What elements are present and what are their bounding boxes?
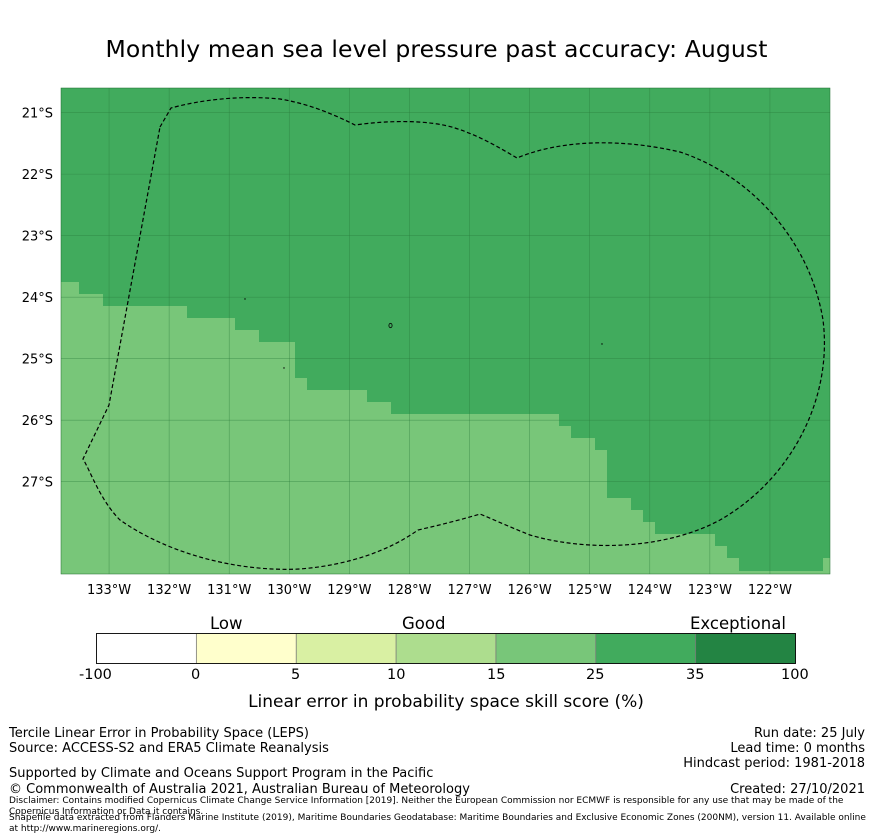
colorbar-tick-label: 100	[781, 667, 809, 683]
colorbar-tick-label: 35	[686, 667, 705, 683]
footer-disclaimer: Disclaimer: Contains modified Copernicus…	[9, 796, 844, 817]
latitude-tick-label: 22°S	[22, 168, 53, 183]
footer-lead-time: Lead time: 0 months	[730, 741, 865, 756]
colorbar-segment	[695, 633, 796, 664]
colorbar-tick-label: 25	[586, 667, 605, 683]
colorbar-segment	[196, 633, 297, 664]
latitude-tick-label: 21°S	[22, 107, 53, 122]
longitude-tick-labels: 133°W 132°W 131°W 130°W 129°W 128°W 127°W 126°W…	[87, 583, 792, 598]
colorbar	[96, 633, 796, 664]
longitude-tick-label: 133°W	[87, 583, 131, 598]
footer-source: Source: ACCESS-S2 and ERA5 Climate Reana…	[9, 741, 329, 756]
eez-boundary	[82, 97, 825, 570]
longitude-tick-label: 128°W	[387, 583, 431, 598]
map-frame	[60, 87, 831, 575]
longitude-tick-label: 124°W	[628, 583, 672, 598]
longitude-tick-label: 125°W	[568, 583, 612, 598]
colorbar-segment	[296, 633, 397, 664]
colorbar-tick-label: 15	[487, 667, 506, 683]
footer-shapefile: Shapefile data extracted from Flanders M…	[9, 813, 866, 834]
colorbar-tick-label: 5	[291, 667, 301, 683]
chart-title: Monthly mean sea level pressure past acc…	[105, 35, 768, 63]
footer-hindcast: Hindcast period: 1981-2018	[683, 756, 865, 771]
latitude-tick-label: 27°S	[22, 476, 53, 491]
colorbar-segment	[96, 633, 197, 664]
colorbar-segment	[495, 633, 596, 664]
legend-heading-exceptional: Exceptional	[690, 614, 786, 633]
island-marker	[283, 367, 285, 369]
latitude-tick-label: 26°S	[22, 414, 53, 429]
colorbar-segment	[595, 633, 696, 664]
footer-run-date: Run date: 25 July	[754, 726, 865, 741]
longitude-tick-label: 127°W	[447, 583, 491, 598]
longitude-tick-label: 126°W	[508, 583, 552, 598]
legend-heading-low: Low	[210, 614, 243, 633]
longitude-tick-label: 131°W	[207, 583, 251, 598]
legend-heading-good: Good	[402, 614, 446, 633]
longitude-tick-label: 122°W	[748, 583, 792, 598]
footer-copyright: © Commonwealth of Australia 2021, Austra…	[9, 782, 470, 797]
footer-method: Tercile Linear Error in Probability Spac…	[9, 726, 309, 741]
colorbar-segment	[396, 633, 496, 664]
island-marker	[388, 322, 393, 329]
skill-region-15-25	[61, 282, 830, 574]
footer-supported: Supported by Climate and Oceans Support …	[9, 766, 434, 781]
map-grid	[61, 88, 830, 574]
colorbar-title: Linear error in probability space skill …	[248, 692, 644, 712]
longitude-tick-label: 123°W	[688, 583, 732, 598]
island-marker	[601, 343, 603, 345]
longitude-tick-label: 132°W	[147, 583, 191, 598]
latitude-tick-label: 25°S	[22, 353, 53, 368]
island-marker	[244, 298, 246, 300]
latitude-tick-label: 23°S	[22, 230, 53, 245]
longitude-tick-label: 130°W	[267, 583, 311, 598]
colorbar-tick-label: -100	[79, 667, 112, 683]
footer-created: Created: 27/10/2021	[730, 782, 865, 797]
colorbar-frame	[96, 633, 796, 664]
longitude-tick-label: 129°W	[327, 583, 371, 598]
colorbar-tick-label: 0	[191, 667, 201, 683]
colorbar-tick-label: 10	[387, 667, 406, 683]
latitude-tick-labels: 21°S 22°S 23°S 24°S 25°S 26°S 27°S	[22, 107, 53, 491]
latitude-tick-label: 24°S	[22, 291, 53, 306]
